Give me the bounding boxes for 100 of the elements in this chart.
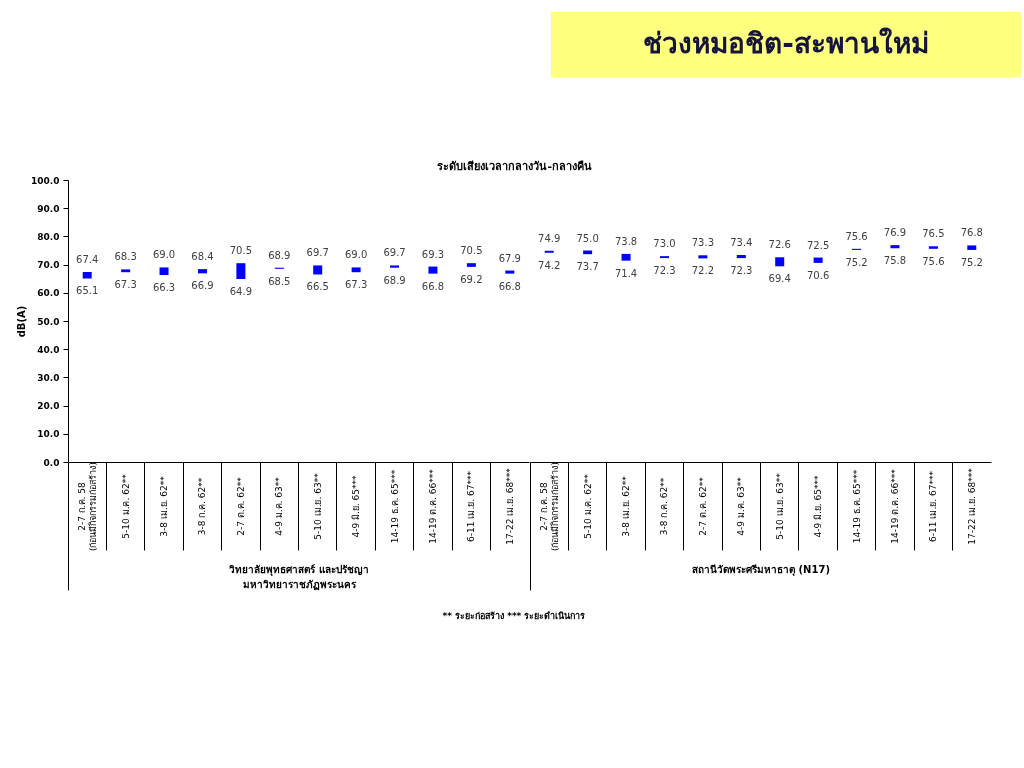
- x-tick-label: 2-7 ต.ค. 62**: [235, 476, 246, 536]
- x-tick-label: 4-9 ม.ค. 63**: [274, 476, 285, 536]
- x-tick-label: 5-10 ม.ค. 62**: [120, 473, 131, 539]
- annotation: 69.0: [344, 249, 368, 261]
- chart-title: ช่วงหมอชิต-สะพานใหม่: [643, 27, 929, 60]
- annotation: 73.0: [653, 238, 676, 250]
- y-tick-label: 70.0: [37, 260, 60, 271]
- x-tick-label: 6-11 เม.ย. 67***: [466, 470, 477, 542]
- annotation: 75.6: [922, 255, 945, 267]
- x-tick-label: 3-8 เม.ย. 62**: [621, 475, 632, 537]
- bar: [428, 266, 438, 274]
- annotation: 71.4: [614, 267, 638, 279]
- x-tick-label: 5-10 เม.ย. 63**: [774, 472, 785, 540]
- x-tick-label: 5-10 เม.ย. 63**: [312, 472, 323, 540]
- annotation: 75.8: [883, 255, 907, 267]
- annotation: 72.2: [691, 265, 715, 277]
- annotation: 69.7: [383, 247, 406, 259]
- annotation: 66.3: [152, 282, 176, 294]
- annotation: 69.2: [460, 273, 483, 285]
- x-tick-label: 3-8 ก.ค. 62**: [197, 477, 208, 536]
- x-tick-label: 3-8 ก.ค. 62**: [659, 477, 670, 536]
- annotation: 74.9: [538, 232, 561, 244]
- annotation: 67.9: [498, 252, 521, 264]
- annotation: 73.7: [576, 261, 599, 273]
- bar: [775, 257, 785, 267]
- annotation: 69.3: [421, 248, 445, 260]
- bar: [82, 271, 92, 279]
- x-tick-label: 4-9 มิ.ย. 65***: [351, 474, 362, 538]
- bar: [236, 263, 246, 279]
- annotation: 66.9: [191, 280, 214, 292]
- annotation: 75.0: [576, 232, 599, 244]
- annotation: 74.2: [538, 259, 561, 271]
- annotation: 72.3: [653, 265, 676, 277]
- bar: [466, 263, 476, 267]
- x-tick-label: 5-10 ม.ค. 62**: [582, 473, 593, 539]
- annotation: 67.3: [114, 279, 137, 291]
- y-tick-label: 20.0: [37, 401, 60, 412]
- bar: [813, 257, 823, 263]
- annotation: 66.5: [306, 281, 329, 293]
- annotation: 73.8: [614, 235, 638, 247]
- bar: [351, 267, 361, 273]
- bar: [197, 269, 207, 274]
- y-tick-label: 10.0: [37, 429, 60, 440]
- y-tick-label: 50.0: [37, 316, 60, 327]
- x-tick-label: 14-19 ธ.ค. 65***: [851, 469, 862, 544]
- x-tick-label: 14-19 ต.ค. 66***: [427, 468, 438, 544]
- x-tick-label: 4-9 ม.ค. 63**: [736, 476, 747, 536]
- annotation: 65.1: [76, 285, 99, 297]
- y-tick-label: 40.0: [37, 344, 60, 355]
- x-tick-label: 3-8 เม.ย. 62**: [159, 475, 170, 537]
- annotation: 70.5: [460, 245, 483, 257]
- bar: [736, 255, 746, 259]
- x-tick-label: 2-7 ก.ค. 58 (ก่อนมีกิจกรรมก่อสร้าง): [76, 461, 98, 552]
- bar: [121, 269, 131, 273]
- y-tick-label: 0.0: [43, 457, 60, 468]
- annotation: 69.0: [152, 249, 176, 261]
- annotation: 68.5: [268, 275, 291, 287]
- bar: [698, 255, 708, 259]
- bar: [159, 267, 169, 276]
- y-tick-label: 80.0: [37, 231, 60, 242]
- annotation: 70.5: [229, 245, 253, 257]
- bar: [890, 245, 900, 249]
- y-tick-label: 30.0: [37, 372, 60, 383]
- annotation: 69.7: [306, 247, 329, 259]
- bar: [928, 246, 938, 249]
- x-axis-title: วิทยาลัยพุทธศาสตร์ และปรัชญา มหาวิทยาราชภัฏพระนคร: [229, 563, 369, 591]
- x-tick-label: 17-22 เม.ย. 68***: [966, 467, 977, 545]
- annotation: 69.4: [768, 273, 791, 285]
- chart-title: ระดับเสียงเวลากลางวัน-กลางคืน: [437, 160, 593, 173]
- x-tick-label: 17-22 เม.ย. 68***: [504, 467, 515, 545]
- bar: [313, 265, 323, 275]
- annotation: 72.6: [768, 239, 791, 251]
- annotation: 68.4: [191, 251, 214, 263]
- annotation: 73.4: [730, 237, 753, 249]
- text: ** ระยะก่อสร้าง *** ระยะดำเนินการ: [442, 611, 586, 621]
- x-tick-label: 2-7 ก.ค. 58 (ก่อนมีกิจกรรมก่อสร้าง): [538, 461, 560, 552]
- annotation: 76.9: [883, 227, 907, 239]
- annotation: 76.5: [922, 228, 945, 240]
- annotation: 75.2: [960, 256, 983, 268]
- bar: [967, 245, 977, 250]
- y-tick-label: 100.0: [31, 175, 60, 186]
- bar: [621, 253, 631, 261]
- x-tick-label: 14-19 ต.ค. 66***: [889, 468, 900, 544]
- y-tick-label: 60.0: [37, 288, 60, 299]
- bar: [505, 270, 515, 274]
- x-axis-title: สถานีวัดพระศรีมหาธาตุ (N17): [692, 563, 830, 576]
- annotation: 76.8: [960, 227, 983, 239]
- x-tick-label: 4-9 มิ.ย. 65***: [813, 474, 824, 538]
- y-tick-label: 90.0: [37, 203, 60, 214]
- annotation: 66.8: [421, 280, 445, 292]
- annotation: 67.3: [344, 279, 368, 291]
- x-tick-label: 2-7 ต.ค. 62**: [697, 476, 708, 536]
- annotation: 66.8: [498, 280, 521, 292]
- annotation: 68.9: [383, 274, 406, 286]
- annotation: 68.3: [114, 251, 137, 263]
- annotation: 68.9: [268, 249, 291, 261]
- annotation: 72.5: [806, 239, 830, 251]
- annotation: 73.3: [691, 237, 715, 249]
- bar: [390, 265, 400, 268]
- annotation: 75.2: [845, 256, 868, 268]
